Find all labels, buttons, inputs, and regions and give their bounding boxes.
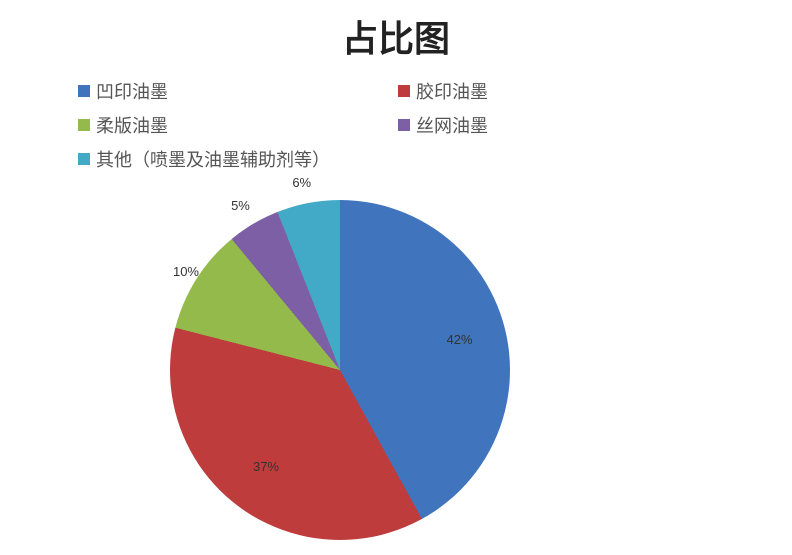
pct-label-1: 37% (253, 459, 279, 474)
legend-swatch-0 (78, 85, 90, 97)
legend-item-2: 柔版油墨 (78, 112, 398, 138)
legend-item-3: 丝网油墨 (398, 112, 718, 138)
chart-title: 占比图 (0, 10, 792, 62)
legend-swatch-1 (398, 85, 410, 97)
legend-row: 柔版油墨 丝网油墨 (78, 112, 718, 138)
pct-label-3: 5% (231, 198, 250, 213)
pct-label-2: 10% (173, 264, 199, 279)
legend-label-3: 丝网油墨 (416, 112, 488, 138)
pct-label-0: 42% (447, 332, 473, 347)
legend-row: 其他（喷墨及油墨辅助剂等） (78, 146, 718, 172)
legend-row: 凹印油墨 胶印油墨 (78, 78, 718, 104)
legend-swatch-3 (398, 119, 410, 131)
pie-chart: 42% 37% 10% 5% 6% (170, 200, 510, 540)
legend: 凹印油墨 胶印油墨 柔版油墨 丝网油墨 其他（喷墨及油墨辅助剂等） (78, 78, 718, 180)
legend-label-1: 胶印油墨 (416, 78, 488, 104)
pct-label-4: 6% (292, 175, 311, 190)
legend-label-4: 其他（喷墨及油墨辅助剂等） (96, 146, 330, 172)
legend-label-0: 凹印油墨 (96, 78, 168, 104)
legend-swatch-2 (78, 119, 90, 131)
legend-item-4: 其他（喷墨及油墨辅助剂等） (78, 146, 398, 172)
legend-item-0: 凹印油墨 (78, 78, 398, 104)
pie-disc (170, 200, 510, 540)
legend-item-1: 胶印油墨 (398, 78, 718, 104)
chart-container: 占比图 凹印油墨 胶印油墨 柔版油墨 丝网油墨 (0, 0, 792, 555)
legend-swatch-4 (78, 153, 90, 165)
legend-label-2: 柔版油墨 (96, 112, 168, 138)
